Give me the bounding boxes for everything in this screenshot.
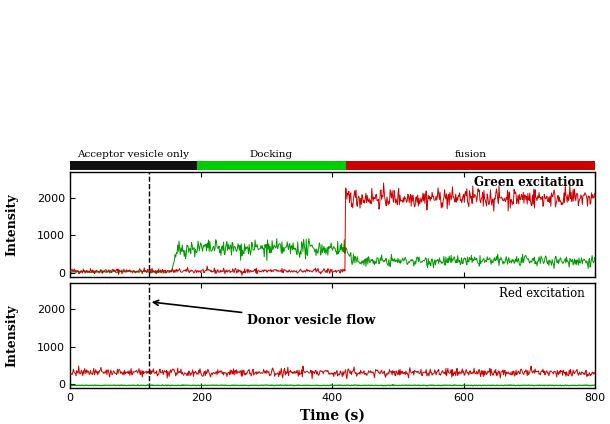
Text: Intensity: Intensity [5,193,19,256]
Text: Donor vesicle flow: Donor vesicle flow [154,300,376,327]
Text: Red excitation: Red excitation [498,287,584,300]
Text: Intensity: Intensity [5,304,19,367]
X-axis label: Time (s): Time (s) [300,408,365,422]
Text: Acceptor vesicle only: Acceptor vesicle only [77,151,189,159]
Text: fusion: fusion [454,151,486,159]
Text: Docking: Docking [249,151,292,159]
Text: Green excitation: Green excitation [475,176,584,189]
